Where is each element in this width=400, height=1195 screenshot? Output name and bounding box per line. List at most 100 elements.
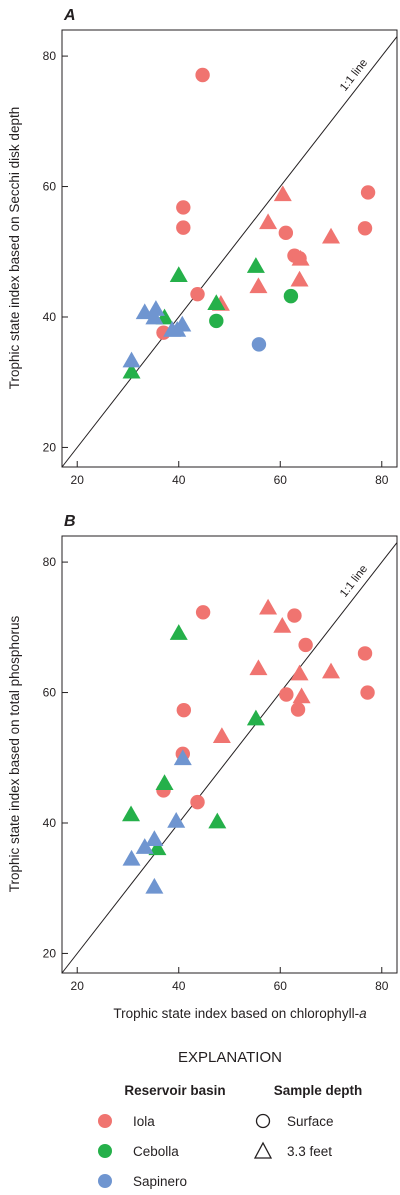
x-tick-label: 20 bbox=[71, 979, 85, 993]
data-point-sapinero-3-3-feet bbox=[135, 838, 154, 854]
legend-title: EXPLANATION bbox=[178, 1049, 282, 1066]
data-point-iola-surface bbox=[176, 702, 192, 718]
x-tick-label: 20 bbox=[71, 473, 85, 487]
data-point-iola-surface bbox=[195, 67, 210, 83]
legend-surface-label: Surface bbox=[287, 1114, 334, 1129]
data-point-iola-3-3-feet bbox=[290, 270, 309, 287]
data-point-iola-surface bbox=[290, 702, 306, 717]
data-point-iola-surface bbox=[176, 200, 191, 215]
data-point-iola-surface bbox=[360, 685, 375, 700]
legend-basin-title: Reservoir basin bbox=[124, 1083, 225, 1098]
legend-iola-swatch bbox=[98, 1114, 112, 1128]
panel-a-y-axis-label: Trophic state index based on Secchi disk… bbox=[7, 107, 22, 389]
panel-a-letter: A bbox=[63, 7, 76, 24]
panel-a: A 20 40 60 80 20 40 60 80 1:1 line Trophic stat… bbox=[7, 7, 398, 487]
panel-b-y-axis-label: Trophic state index based on total phosp… bbox=[7, 616, 22, 893]
y-tick-label: 40 bbox=[43, 816, 57, 830]
y-tick-label: 60 bbox=[43, 686, 57, 700]
data-point-iola-3-3-feet bbox=[290, 664, 309, 681]
data-point-iola-3-3-feet bbox=[212, 727, 231, 743]
data-point-sapinero-3-3-feet bbox=[145, 830, 164, 847]
data-point-iola-surface bbox=[190, 794, 205, 810]
data-point-iola-3-3-feet bbox=[291, 249, 310, 266]
legend-sapinero-label: Sapinero bbox=[133, 1174, 187, 1189]
panel-b: B 20 40 60 80 20 40 60 80 1:1 line Trophic stat… bbox=[7, 513, 398, 1021]
data-point-iola-surface bbox=[190, 286, 205, 302]
one-to-one-line-label: 1:1 line bbox=[338, 57, 370, 94]
data-point-iola-surface bbox=[176, 220, 191, 235]
data-point-cebolla-3-3-feet bbox=[169, 624, 188, 640]
x-tick-label: 80 bbox=[375, 979, 389, 993]
legend-depth-title: Sample depth bbox=[274, 1083, 363, 1098]
x-tick-label: 40 bbox=[172, 473, 186, 487]
data-point-iola-surface bbox=[298, 637, 313, 653]
data-point-cebolla-3-3-feet bbox=[169, 266, 188, 282]
data-point-cebolla-3-3-feet bbox=[122, 362, 141, 379]
data-point-sapinero-3-3-feet bbox=[122, 849, 141, 866]
data-point-iola-3-3-feet bbox=[292, 687, 311, 704]
data-point-iola-3-3-feet bbox=[259, 598, 278, 615]
legend-3-3-feet-label: 3.3 feet bbox=[287, 1144, 332, 1159]
y-tick-label: 20 bbox=[43, 946, 57, 960]
data-point-cebolla-3-3-feet bbox=[122, 805, 141, 822]
data-point-cebolla-3-3-feet bbox=[208, 812, 227, 829]
data-point-sapinero-3-3-feet bbox=[122, 351, 141, 368]
one-to-one-line bbox=[61, 542, 398, 974]
legend-iola-label: Iola bbox=[133, 1114, 155, 1129]
data-point-iola-3-3-feet bbox=[273, 185, 292, 202]
data-point-iola-3-3-feet bbox=[259, 213, 278, 230]
x-tick-label: 60 bbox=[274, 473, 288, 487]
y-tick-label: 20 bbox=[43, 440, 57, 454]
data-point-cebolla-3-3-feet bbox=[148, 839, 167, 856]
data-point-sapinero-3-3-feet bbox=[173, 749, 192, 766]
panel-b-letter: B bbox=[64, 513, 76, 530]
one-to-one-line bbox=[61, 36, 398, 468]
data-point-sapinero-3-3-feet bbox=[167, 812, 186, 828]
panel-a-ticks: 20 40 60 80 20 40 60 80 bbox=[43, 49, 389, 487]
legend-surface-marker bbox=[255, 1113, 271, 1129]
data-point-iola-surface bbox=[287, 608, 302, 623]
y-tick-label: 60 bbox=[43, 180, 57, 194]
data-point-cebolla-3-3-feet bbox=[246, 257, 265, 273]
panel-b-points bbox=[122, 598, 375, 894]
y-tick-label: 40 bbox=[43, 310, 57, 324]
legend-3-3-feet-marker bbox=[253, 1141, 273, 1159]
panel-a-frame bbox=[61, 29, 398, 468]
data-point-iola-surface bbox=[357, 221, 373, 236]
data-point-iola-3-3-feet bbox=[273, 617, 292, 633]
data-point-sapinero-3-3-feet bbox=[146, 300, 165, 316]
data-point-iola-3-3-feet bbox=[249, 659, 268, 676]
legend-cebolla-swatch bbox=[98, 1144, 112, 1158]
data-point-cebolla-surface bbox=[283, 288, 299, 304]
panel-b-reference-line: 1:1 line bbox=[61, 542, 398, 974]
legend: EXPLANATION Reservoir basin Sample depth… bbox=[98, 1049, 362, 1189]
data-point-sapinero-3-3-feet bbox=[173, 315, 192, 332]
y-tick-label: 80 bbox=[43, 49, 57, 63]
x-tick-label: 60 bbox=[274, 979, 288, 993]
data-point-iola-3-3-feet bbox=[322, 662, 341, 679]
panel-a-points bbox=[122, 67, 376, 379]
y-tick-label: 80 bbox=[43, 555, 57, 569]
data-point-iola-surface bbox=[195, 605, 211, 620]
data-point-sapinero-surface bbox=[251, 337, 267, 352]
panel-b-frame bbox=[61, 535, 398, 974]
one-to-one-line-label: 1:1 line bbox=[338, 563, 370, 600]
panel-a-reference-line: 1:1 line bbox=[61, 36, 398, 468]
legend-cebolla-label: Cebolla bbox=[133, 1144, 179, 1159]
legend-sapinero-swatch bbox=[98, 1174, 112, 1188]
data-point-sapinero-3-3-feet bbox=[145, 308, 164, 325]
data-point-iola-surface bbox=[360, 185, 376, 200]
x-tick-label: 40 bbox=[172, 979, 186, 993]
data-point-iola-3-3-feet bbox=[322, 227, 341, 244]
data-point-sapinero-3-3-feet bbox=[145, 877, 164, 894]
x-tick-label: 80 bbox=[375, 473, 389, 487]
data-point-iola-surface bbox=[279, 687, 294, 702]
data-point-cebolla-surface bbox=[209, 313, 224, 329]
panel-b-x-axis-label: Trophic state index based on chlorophyll… bbox=[113, 1006, 367, 1021]
data-point-iola-surface bbox=[357, 646, 373, 661]
panel-b-ticks: 20 40 60 80 20 40 60 80 bbox=[43, 555, 389, 993]
data-point-cebolla-3-3-feet bbox=[155, 774, 174, 790]
data-point-iola-surface bbox=[278, 225, 294, 241]
data-point-cebolla-3-3-feet bbox=[207, 294, 226, 311]
